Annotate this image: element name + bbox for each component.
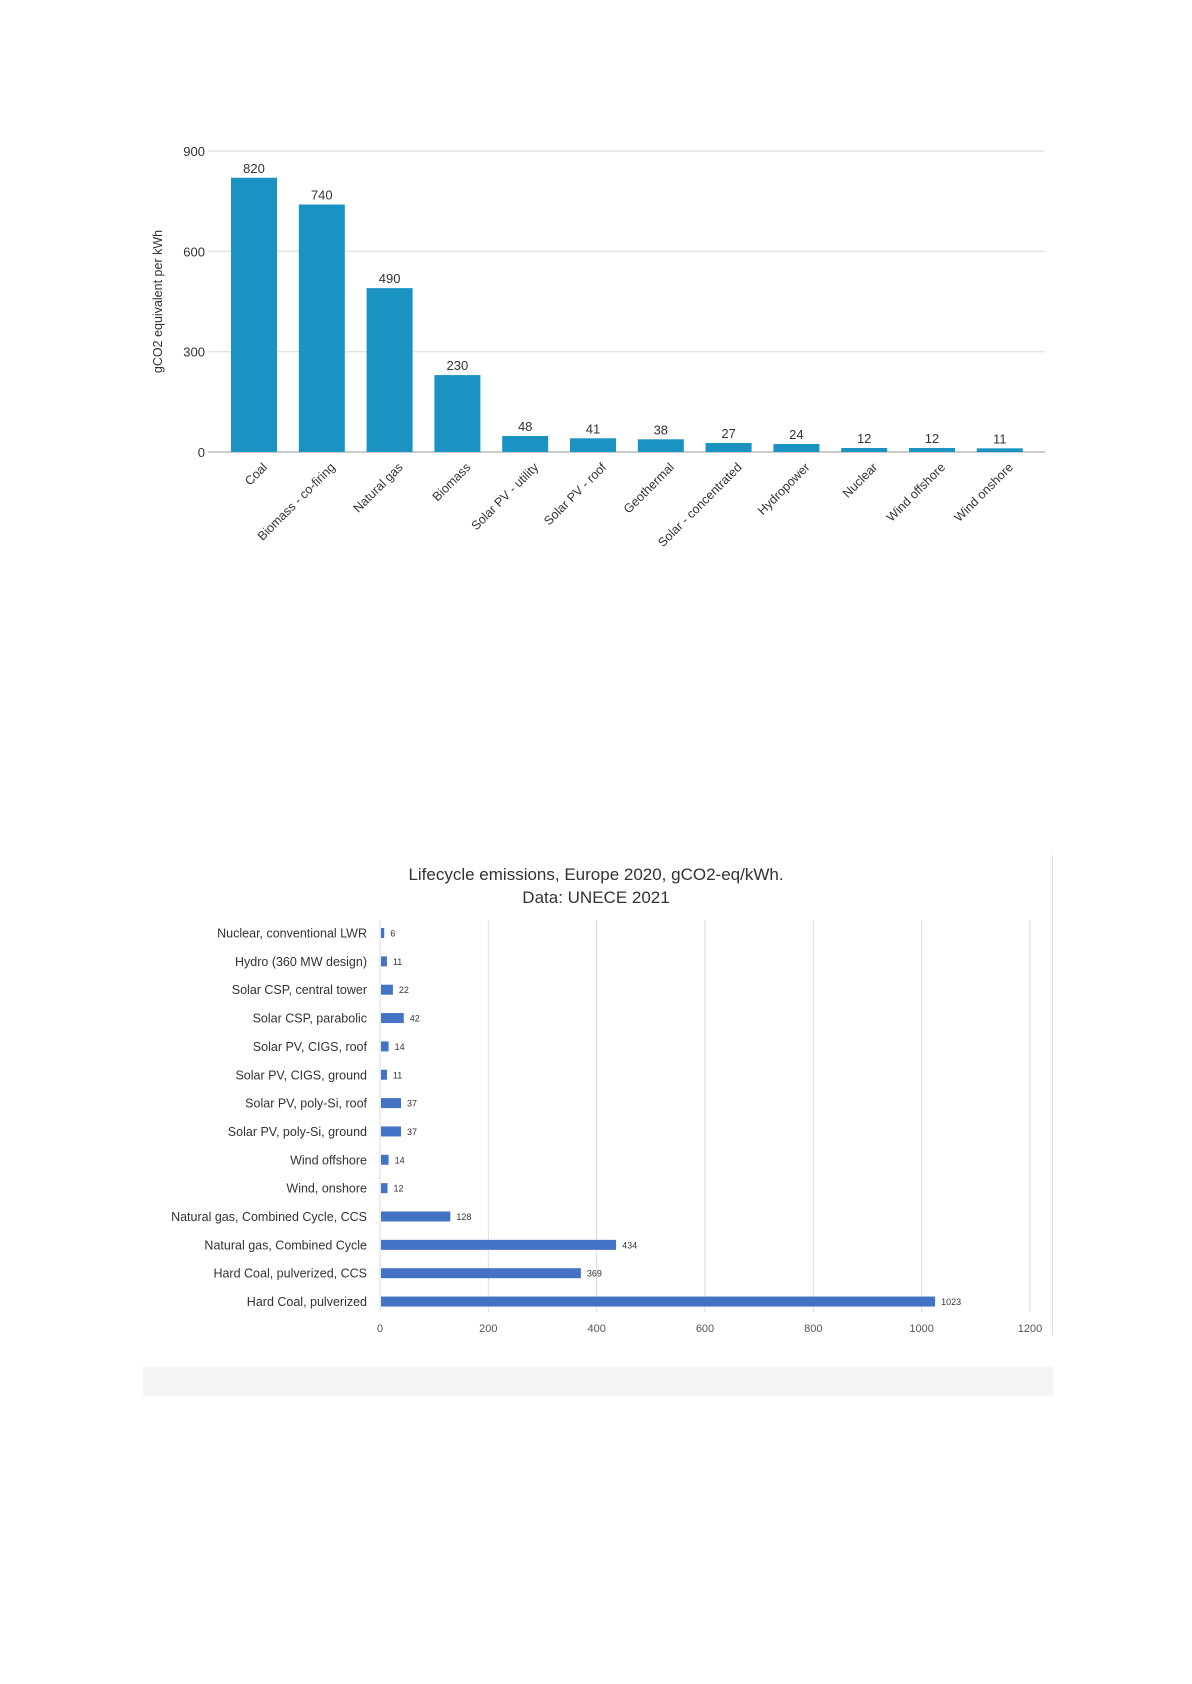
- bar: [773, 443, 820, 452]
- bar: [381, 1013, 404, 1024]
- y-tick-label: Solar CSP, parabolic: [253, 1012, 367, 1026]
- data-label: 42: [410, 1014, 420, 1024]
- data-label: 14: [395, 1042, 405, 1052]
- y-tick-label: 600: [183, 244, 205, 259]
- data-label: 11: [993, 431, 1007, 446]
- bar: [381, 1154, 389, 1165]
- y-tick-label: Solar PV, CIGS, roof: [253, 1040, 368, 1054]
- bar: [381, 1069, 387, 1080]
- y-axis-label: gCO2 equivalent per kWh: [151, 230, 165, 373]
- data-label: 12: [857, 431, 871, 446]
- y-tick-label: Solar CSP, central tower: [232, 983, 367, 997]
- data-label: 490: [379, 271, 401, 286]
- data-label: 230: [447, 358, 469, 373]
- bar: [298, 204, 345, 452]
- data-label: 740: [311, 188, 333, 203]
- bar: [381, 1239, 617, 1250]
- bar: [366, 288, 413, 452]
- x-tick-label: Hydropower: [755, 460, 813, 518]
- data-label: 22: [399, 985, 409, 995]
- x-tick-label: Geothermal: [621, 460, 677, 516]
- chart-title: Lifecycle emissions, Europe 2020, gCO2-e…: [408, 865, 783, 884]
- data-label: 820: [243, 161, 265, 176]
- data-label: 48: [518, 419, 532, 434]
- data-label: 1023: [941, 1297, 961, 1307]
- frame-border: [1052, 855, 1053, 1335]
- x-tick-label: 200: [479, 1323, 497, 1335]
- x-tick-label: Biomass: [430, 460, 474, 504]
- x-tick-label: Solar PV - roof: [541, 460, 609, 528]
- chart-subtitle: Data: UNECE 2021: [522, 888, 669, 907]
- x-tick-label: Wind offshore: [884, 460, 948, 524]
- x-tick-label: Wind onshore: [951, 460, 1015, 524]
- bar: [381, 1126, 402, 1137]
- x-tick-label: 1000: [909, 1323, 933, 1335]
- data-label: 41: [586, 421, 600, 436]
- bar: [909, 447, 955, 452]
- bar: [381, 1183, 388, 1194]
- y-tick-label: Nuclear, conventional LWR: [217, 927, 367, 941]
- y-tick-label: Hydro (360 MW design): [235, 955, 367, 969]
- bar: [381, 1296, 936, 1307]
- data-label: 11: [393, 1070, 402, 1080]
- bar: [705, 442, 752, 452]
- y-tick-label: Hard Coal, pulverized: [247, 1295, 367, 1309]
- y-tick-label: Solar PV, poly-Si, roof: [245, 1097, 367, 1111]
- data-label: 14: [395, 1155, 405, 1165]
- data-label: 24: [789, 427, 803, 442]
- y-tick-label: 900: [183, 144, 205, 159]
- y-tick-label: 0: [198, 445, 205, 460]
- caption-band: [143, 1367, 1053, 1396]
- data-label: 12: [925, 431, 939, 446]
- data-label: 11: [393, 957, 402, 967]
- data-label: 12: [394, 1184, 404, 1194]
- bar: [637, 439, 684, 452]
- y-tick-label: Natural gas, Combined Cycle, CCS: [171, 1210, 367, 1224]
- data-label: 128: [456, 1212, 471, 1222]
- x-tick-label: 1200: [1018, 1323, 1042, 1335]
- y-tick-label: Natural gas, Combined Cycle: [204, 1238, 367, 1252]
- y-tick-label: Solar PV, CIGS, ground: [235, 1068, 367, 1082]
- data-label: 38: [654, 422, 668, 437]
- x-tick-label: 0: [377, 1323, 383, 1335]
- y-tick-label: Wind offshore: [290, 1153, 367, 1167]
- x-tick-label: Natural gas: [351, 460, 406, 515]
- bar: [502, 435, 549, 452]
- data-label: 434: [622, 1240, 637, 1250]
- x-tick-label: Nuclear: [840, 460, 880, 500]
- x-tick-label: 400: [587, 1323, 605, 1335]
- data-label: 369: [587, 1269, 602, 1279]
- bar: [976, 448, 1023, 452]
- bar: [841, 447, 888, 452]
- bar: [381, 984, 393, 995]
- y-tick-label: Solar PV, poly-Si, ground: [228, 1125, 367, 1139]
- y-tick-label: Wind, onshore: [286, 1182, 367, 1196]
- data-label: 6: [390, 929, 395, 939]
- data-label: 37: [407, 1099, 417, 1109]
- bar: [570, 438, 616, 452]
- data-label: 27: [721, 426, 735, 441]
- bar: [381, 1041, 389, 1052]
- y-tick-label: 300: [183, 345, 205, 360]
- data-label: 37: [407, 1127, 417, 1137]
- x-tick-label: 600: [696, 1323, 714, 1335]
- bar: [434, 375, 481, 452]
- bar: [381, 1211, 451, 1222]
- bar: [381, 956, 387, 967]
- x-tick-label: Solar PV - utility: [469, 460, 542, 533]
- bar: [231, 177, 277, 452]
- x-tick-label: 800: [804, 1323, 822, 1335]
- bar: [381, 1098, 402, 1109]
- bar: [381, 928, 385, 938]
- y-tick-label: Hard Coal, pulverized, CCS: [213, 1267, 367, 1281]
- bar: [381, 1268, 581, 1279]
- x-tick-label: Coal: [242, 460, 270, 488]
